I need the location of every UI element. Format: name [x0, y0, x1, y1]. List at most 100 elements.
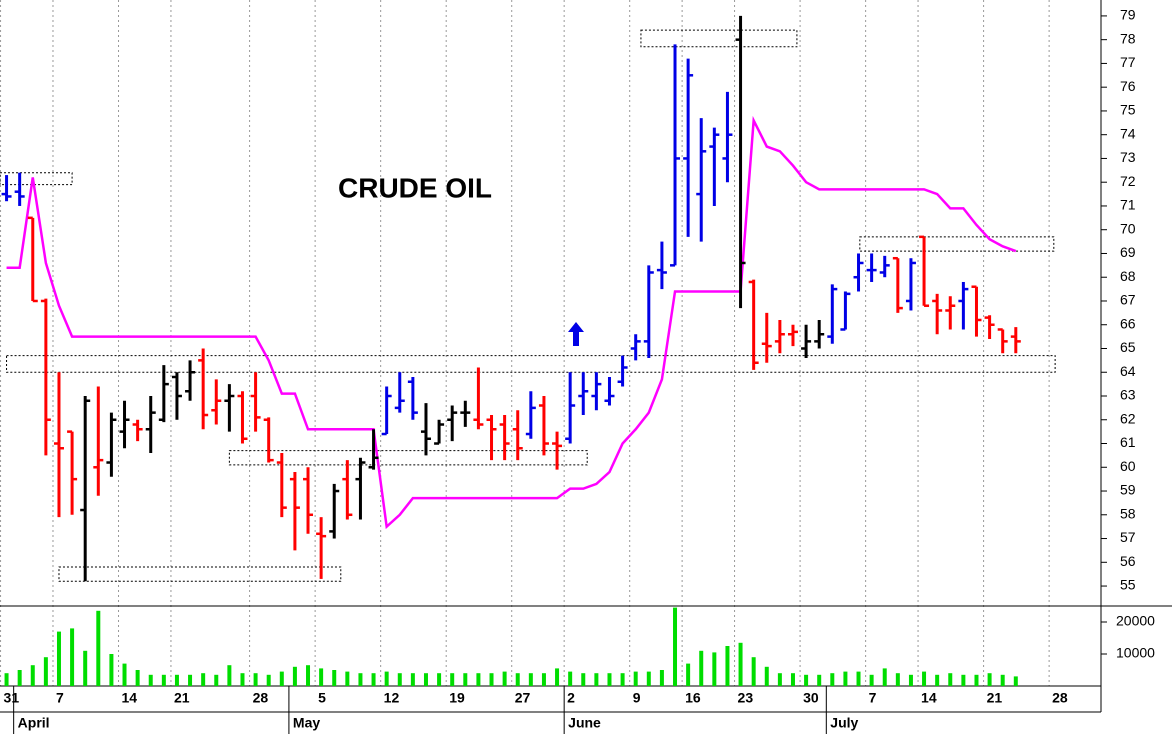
volume-bar: [908, 674, 913, 686]
price-zone: [859, 236, 1055, 252]
y-tick-label: 73: [1120, 149, 1136, 165]
volume-bar: [423, 673, 428, 686]
volume-bar: [292, 666, 297, 686]
price-zone: [640, 29, 798, 48]
month-label: July: [830, 715, 858, 731]
volume-bar: [70, 628, 75, 686]
volume-bar: [646, 671, 651, 686]
volume-bar: [437, 673, 442, 686]
volume-bar: [555, 668, 560, 686]
volume-bar: [738, 642, 743, 686]
volume-bar: [96, 610, 101, 686]
volume-bar: [1013, 676, 1018, 686]
volume-bar: [332, 670, 337, 686]
price-zone: [228, 450, 588, 466]
y-tick-label: 58: [1120, 505, 1136, 521]
x-tick-label: 28: [253, 690, 269, 706]
volume-bar: [515, 673, 520, 686]
volume-bar: [751, 657, 756, 686]
y-tick-label: 59: [1120, 482, 1136, 498]
volume-bar: [895, 673, 900, 686]
volume-bar: [4, 673, 9, 686]
y-tick-label: 69: [1120, 244, 1136, 260]
grid: [0, 0, 1050, 686]
volume-bar: [397, 673, 402, 686]
volume-bar: [633, 671, 638, 686]
y-tick-label: 67: [1120, 292, 1136, 308]
volume-bar: [30, 665, 35, 686]
volume-bar: [253, 673, 258, 686]
volume-bar: [83, 650, 88, 686]
volume-bar: [882, 668, 887, 686]
y-tick-label: 70: [1120, 220, 1136, 236]
volume-bar: [594, 673, 599, 686]
y-tick-label: 64: [1120, 363, 1136, 379]
volume-bar: [673, 607, 678, 686]
x-tick-label: 5: [318, 690, 326, 706]
volume-bar: [843, 671, 848, 686]
x-tick-label: 19: [449, 690, 465, 706]
x-tick-label: 7: [56, 690, 64, 706]
volume-bar: [581, 673, 586, 686]
y-tick-label: 57: [1120, 529, 1136, 545]
volume-bar: [109, 654, 114, 686]
x-tick-label: 21: [174, 690, 190, 706]
y-tick-label: 77: [1120, 54, 1136, 70]
volume-bar: [817, 674, 822, 686]
volume-bar: [725, 646, 730, 686]
volume-bar: [1000, 674, 1005, 686]
volume-bar: [56, 631, 61, 686]
volume-bar: [450, 673, 455, 686]
y-tick-label: 72: [1120, 173, 1136, 189]
stop-line: [6, 115, 1017, 530]
volume-bar: [227, 665, 232, 686]
volume-bar: [790, 673, 795, 686]
volume-y-tick-label: 20000: [1116, 613, 1155, 629]
y-tick-label: 66: [1120, 315, 1136, 331]
month-label: May: [293, 715, 320, 731]
volume-bar: [922, 671, 927, 686]
volume-bar: [174, 674, 179, 686]
x-tick-label: 21: [987, 690, 1003, 706]
volume-bar: [319, 668, 324, 686]
y-tick-label: 76: [1120, 78, 1136, 94]
volume-bar: [161, 674, 166, 686]
volume-bar: [620, 673, 625, 686]
x-tick-label: 31: [4, 690, 20, 706]
volume-bar: [686, 663, 691, 686]
volume-bar: [489, 673, 494, 686]
x-tick-label: 12: [384, 690, 400, 706]
volume-bar: [476, 673, 481, 686]
volume-bar: [777, 673, 782, 686]
x-tick-label: 27: [515, 690, 531, 706]
volume-bar: [502, 671, 507, 686]
volume-bar: [135, 670, 140, 686]
volume-bar: [974, 674, 979, 686]
volume-bar: [830, 673, 835, 686]
y-tick-label: 63: [1120, 387, 1136, 403]
volume-bar: [935, 674, 940, 686]
y-tick-label: 60: [1120, 458, 1136, 474]
volume-bar: [17, 670, 22, 686]
volume-bar: [43, 657, 48, 686]
y-tick-label: 75: [1120, 102, 1136, 118]
price-zone: [6, 355, 1056, 373]
month-label: June: [568, 715, 601, 731]
volume-bar: [201, 673, 206, 686]
volume-bar: [528, 673, 533, 686]
volume-bar: [987, 673, 992, 686]
volume-bar: [345, 671, 350, 686]
volume-bar: [869, 674, 874, 686]
chart-title: CRUDE OIL: [338, 172, 492, 203]
volume-bar: [384, 671, 389, 686]
volume-bar: [410, 673, 415, 686]
volume-bar: [607, 673, 612, 686]
volume-bar: [122, 663, 127, 686]
volume-bar: [856, 671, 861, 686]
y-tick-label: 71: [1120, 197, 1136, 213]
volume-bar: [306, 665, 311, 686]
volume-bar: [659, 670, 664, 686]
volume-bar: [266, 674, 271, 686]
